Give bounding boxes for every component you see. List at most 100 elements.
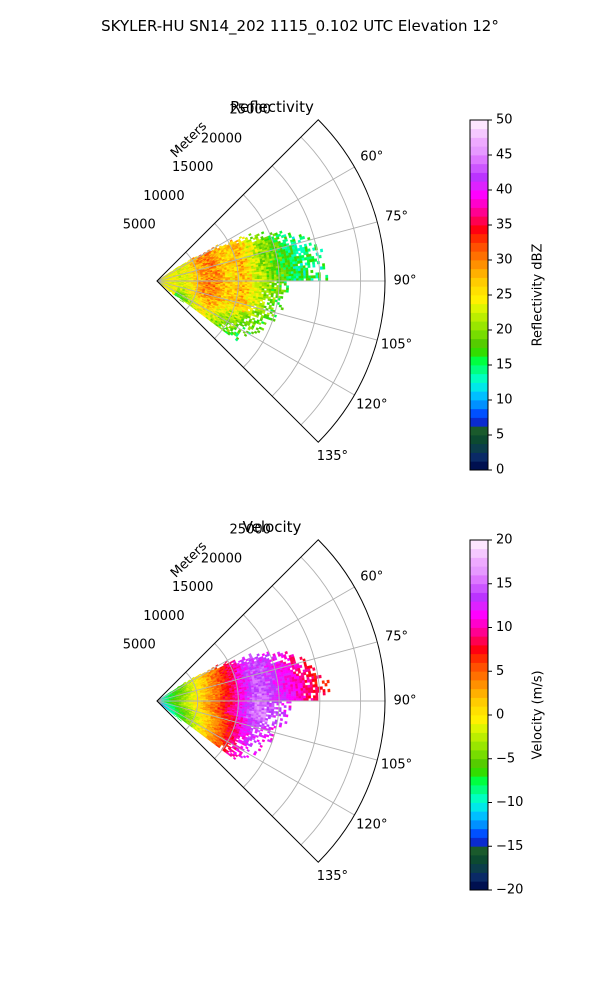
echo-cell [301, 677, 305, 681]
echo-cell [280, 689, 284, 693]
echo-cell [299, 656, 303, 661]
radial-tick-label: 15000 [172, 160, 213, 175]
echo-cell [314, 678, 318, 682]
echo-cell [307, 687, 311, 691]
echo-cell [273, 266, 277, 269]
echo-cell [283, 267, 287, 271]
echo-cell [285, 687, 289, 690]
echo-cell [255, 327, 259, 331]
echo-cell [291, 276, 294, 279]
colorbar-tick-label: 50 [496, 113, 513, 128]
echo-cell [325, 274, 329, 279]
azimuth-tick-label: 135° [317, 449, 348, 464]
echo-cell [268, 272, 272, 276]
echo-cell [259, 286, 263, 289]
echo-cell [283, 689, 287, 693]
echo-cell [256, 277, 260, 280]
colorbar-segment [470, 260, 488, 270]
echo-cell [256, 282, 260, 285]
echo-cell [266, 273, 270, 276]
echo-cell [300, 275, 304, 279]
echo-cell [302, 265, 306, 269]
echo-cell [259, 691, 262, 694]
echo-cell [249, 236, 254, 240]
echo-cell [285, 267, 289, 270]
echo-cell [241, 236, 245, 240]
azimuth-tick-label: 120° [356, 398, 387, 413]
echo-cell [271, 688, 274, 692]
echo-cell [259, 273, 263, 276]
echo-cell [288, 271, 292, 275]
echo-cell [265, 296, 269, 299]
echo-cell [253, 330, 258, 335]
echo-cell [288, 266, 291, 270]
echo-cell [300, 688, 304, 692]
echo-cell [276, 236, 280, 240]
echo-cell [285, 289, 289, 293]
echo-cell [284, 650, 288, 655]
echo-cell [264, 277, 268, 280]
colorbar-segment [470, 295, 488, 305]
colorbar-segment [470, 408, 488, 418]
colorbar-segment [470, 347, 488, 357]
radial-tick-label: 10000 [143, 189, 184, 204]
echo-cell [271, 268, 274, 272]
echo-cell [266, 302, 270, 306]
echo-cell [295, 688, 299, 692]
echo-cell [282, 685, 286, 688]
echo-cell [292, 261, 296, 265]
colorbar-label: Reflectivity dBZ [531, 244, 546, 347]
figure-title: SKYLER-HU SN14_202 1115_0.102 UTC Elevat… [101, 17, 499, 36]
colorbar-tick-label: 45 [496, 148, 513, 163]
echo-cell [296, 275, 299, 279]
echo-cell [261, 277, 265, 280]
echo-cell [295, 686, 299, 690]
echo-cell [312, 667, 316, 671]
echo-cell [268, 268, 272, 272]
echo-cell [271, 270, 275, 274]
echo-cell [249, 277, 253, 280]
echo-cell [300, 268, 304, 272]
colorbar-segment [470, 137, 488, 147]
echo-cell [280, 269, 284, 273]
echo-cell [271, 288, 275, 292]
echo-cell [315, 272, 319, 276]
echo-cell [273, 688, 277, 691]
echo-cell [322, 263, 326, 267]
echo-cell [293, 271, 297, 274]
echo-cell [249, 282, 253, 285]
echo-cell [305, 275, 309, 279]
echo-cell [285, 269, 289, 273]
echo-cell [279, 230, 283, 234]
echo-cell [283, 283, 287, 286]
echo-cell [305, 267, 309, 271]
colorbar-segment [470, 435, 488, 445]
azimuth-tick-label: 75° [385, 209, 408, 224]
echo-cell [295, 250, 299, 255]
echo-cell [271, 286, 275, 290]
colorbar-tick-label: 15 [496, 358, 513, 373]
echo-cell [286, 276, 290, 279]
colorbar-segment [470, 146, 488, 156]
echo-cell [230, 282, 233, 284]
echo-cell [283, 271, 287, 275]
echo-cell [280, 296, 284, 299]
echo-cell [307, 262, 311, 266]
echo-cell [274, 276, 277, 280]
colorbar-segment [470, 216, 488, 226]
echo-cell [312, 684, 316, 688]
colorbar-segment [470, 356, 488, 366]
echo-cell [234, 278, 238, 280]
echo-cell [314, 258, 318, 262]
echo-cell [297, 688, 301, 692]
echo-cell [252, 282, 255, 285]
colorbar-segment [470, 443, 488, 453]
echo-cell [288, 269, 292, 272]
echo-cell [310, 269, 314, 274]
echo-cell [288, 689, 292, 692]
colorbar-segment [470, 312, 488, 322]
echo-cell [256, 330, 261, 334]
echo-cell [264, 282, 268, 285]
echo-cell [263, 321, 267, 326]
